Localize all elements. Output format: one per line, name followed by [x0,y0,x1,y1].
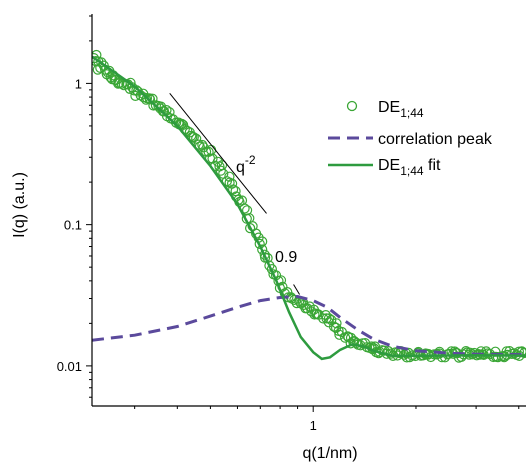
slope-label-base: q [236,159,245,176]
data-point [207,153,218,164]
data-point [519,347,526,359]
y-axis-label: I(q) (a.u.) [11,172,28,238]
legend-label-peak: correlation peak [378,131,493,148]
data-point [254,238,265,249]
data-point [113,78,124,89]
legend-label-data: DE1;44 [378,99,424,120]
data-point [264,260,275,271]
data-point [425,351,436,363]
data-point [206,144,217,156]
fit-line [92,55,526,361]
data-point [291,298,302,309]
data-point [224,171,235,182]
y-tick-label: 1 [75,76,82,91]
data-point [188,132,199,143]
slope-annotation: q-2 [236,153,256,176]
data-point [404,352,415,363]
x-ticks: 1 [134,406,520,433]
data-point [331,318,342,329]
legend-label-fit: DE1;44 fit [378,157,441,178]
data-point [110,74,121,86]
data-point [230,186,241,197]
axes: 0.01 0.1 1 1 [57,14,526,433]
y-ticks: 0.01 0.1 1 [57,15,92,398]
correlation-peak-line [92,294,526,357]
legend-label-fit-suffix: fit [424,157,441,174]
slope-guide-line [169,93,267,214]
legend-symbol-data [346,100,358,112]
data-points [92,49,526,363]
data-point [379,345,390,356]
y-tick-label: 0.1 [64,218,82,233]
legend-label-data-main: DE [378,99,400,116]
data-point [323,313,335,324]
data-point [245,223,256,234]
data-point [318,313,329,324]
data-point [176,118,187,130]
x-tick-label: 1 [310,418,317,433]
data-point [334,329,345,340]
data-point [155,103,166,114]
legend: DE1;44 correlation peak DE1;44 fit [328,99,493,178]
legend-label-fit-main: DE [378,157,400,174]
x-axis-label: q(1/nm) [302,445,357,462]
plot-area [92,49,526,363]
legend-label-data-sub: 1;44 [400,106,424,120]
data-point [215,165,226,176]
peak-annotation: 0.9 [275,249,297,266]
y-tick-label: 0.01 [57,359,82,374]
legend-label-fit-sub: 1;44 [400,164,424,178]
data-point [326,314,337,326]
data-point [340,332,351,343]
slope-label-exponent: -2 [245,153,256,167]
peak-marker-line [293,284,300,295]
